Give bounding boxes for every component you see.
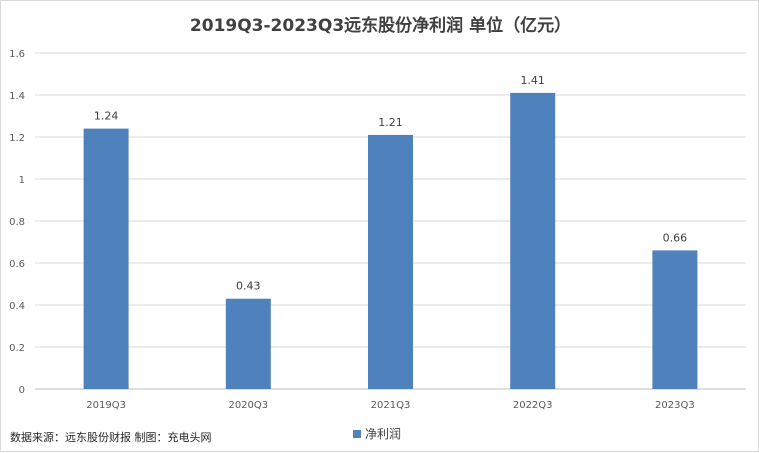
data-label: 0.43	[236, 280, 261, 293]
bar	[652, 250, 698, 389]
x-tick-label: 2023Q3	[655, 400, 695, 411]
y-tick-label: 0.6	[9, 259, 25, 270]
y-tick-label: 1.2	[9, 133, 25, 144]
data-label: 1.41	[520, 74, 545, 87]
data-source-note: 数据来源：远东股份财报 制图：充电头网	[10, 431, 212, 444]
legend: 净利润	[353, 425, 401, 442]
y-tick-label: 0.2	[9, 343, 25, 354]
legend-label: 净利润	[365, 427, 402, 441]
y-tick-label: 0.8	[9, 217, 25, 228]
x-tick-label: 2020Q3	[228, 400, 268, 411]
x-tick-label: 2019Q3	[86, 400, 126, 411]
legend-swatch	[353, 429, 361, 438]
bar	[225, 298, 271, 389]
y-tick-label: 1.4	[9, 91, 25, 102]
y-tick-label: 1	[19, 175, 25, 186]
data-label: 1.21	[378, 116, 403, 129]
x-tick-label: 2022Q3	[513, 400, 553, 411]
y-tick-label: 0	[19, 385, 25, 396]
bar	[83, 128, 129, 389]
bar	[368, 134, 413, 389]
y-tick-label: 0.4	[9, 301, 25, 312]
x-tick-label: 2021Q3	[371, 400, 411, 411]
data-label: 1.24	[94, 110, 119, 123]
data-label: 0.66	[663, 231, 688, 244]
chart-title: 2019Q3-2023Q3远东股份净利润 单位（亿元）	[189, 16, 572, 36]
y-tick-label: 1.6	[9, 49, 25, 60]
bar	[510, 92, 556, 390]
